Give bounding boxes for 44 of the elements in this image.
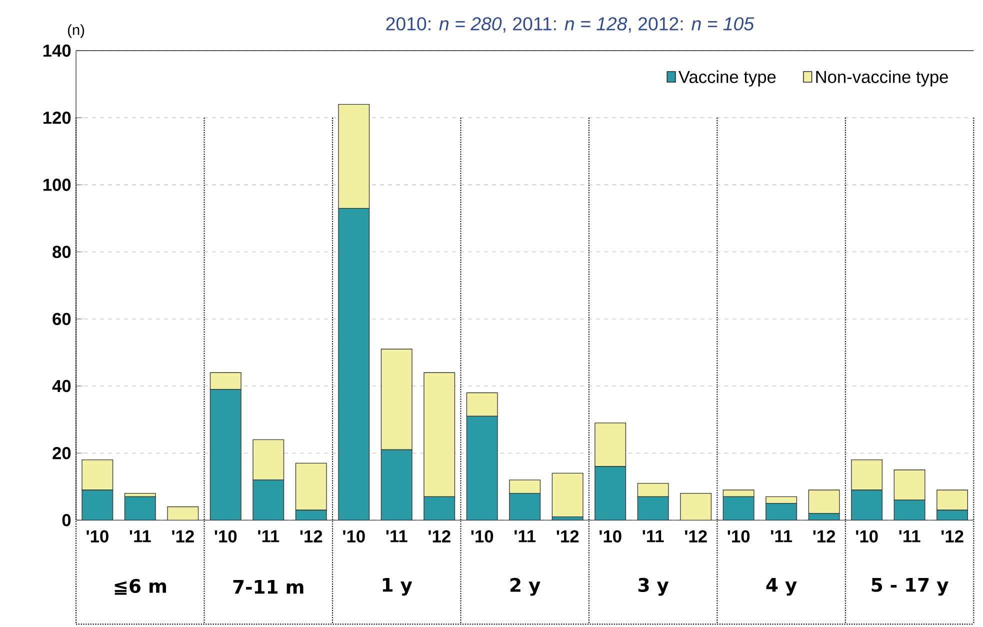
x-tick-label: '10	[728, 530, 750, 543]
x-tick-label: '10	[856, 530, 878, 543]
y-tick-label: 0	[62, 514, 71, 526]
x-tick-label: '11	[771, 530, 792, 542]
x-tick-label: '12	[428, 530, 450, 542]
x-tick-label: '12	[300, 530, 322, 542]
text: 1 y	[382, 578, 412, 596]
x-tick-label: '12	[813, 530, 836, 542]
text: 3 y	[638, 578, 669, 596]
text: 2 y	[510, 578, 540, 596]
y-tick-label: 120	[43, 112, 71, 124]
x-tick-label: '11	[642, 530, 664, 542]
y-tick-label: 40	[52, 380, 71, 392]
y-tick-label: 20	[52, 447, 71, 460]
x-tick-label: '10	[343, 530, 365, 543]
x-tick-label: '10	[600, 530, 622, 543]
x-tick-label: '12	[942, 530, 964, 542]
bar	[552, 472, 584, 518]
y-tick-label: 60	[52, 312, 71, 326]
x-tick-label: '12	[172, 530, 194, 542]
legend-label: Vaccine type	[678, 70, 776, 87]
text: 4 y	[766, 578, 797, 596]
text: 7-11 m	[233, 580, 304, 594]
x-tick-label: '11	[130, 530, 151, 542]
y-tick-label: 140	[43, 44, 71, 57]
chart-title: 2010: n = 280, 2011: n = 128, 2012: n = 105	[386, 17, 754, 33]
x-tick-label: '10	[471, 530, 494, 543]
x-tick-label: '11	[258, 530, 280, 542]
bar	[124, 496, 156, 521]
y-axis-title: (n)	[68, 24, 84, 38]
x-tick-label: '12	[556, 530, 579, 542]
bar	[680, 493, 712, 521]
text: 5 - 17 y	[872, 578, 948, 596]
x-tick-label: '11	[899, 530, 920, 542]
x-tick-label: '12	[685, 530, 707, 542]
x-tick-label: '10	[214, 530, 237, 543]
y-tick-label: 80	[52, 246, 71, 258]
y-tick-label: 100	[43, 178, 71, 192]
legend-label: Non-vaccine type	[816, 70, 948, 87]
x-tick-label: '11	[386, 530, 408, 542]
text: ≦6 m	[114, 578, 166, 595]
bar	[167, 506, 199, 521]
x-tick-label: '10	[86, 530, 108, 543]
x-tick-label: '11	[514, 530, 536, 542]
